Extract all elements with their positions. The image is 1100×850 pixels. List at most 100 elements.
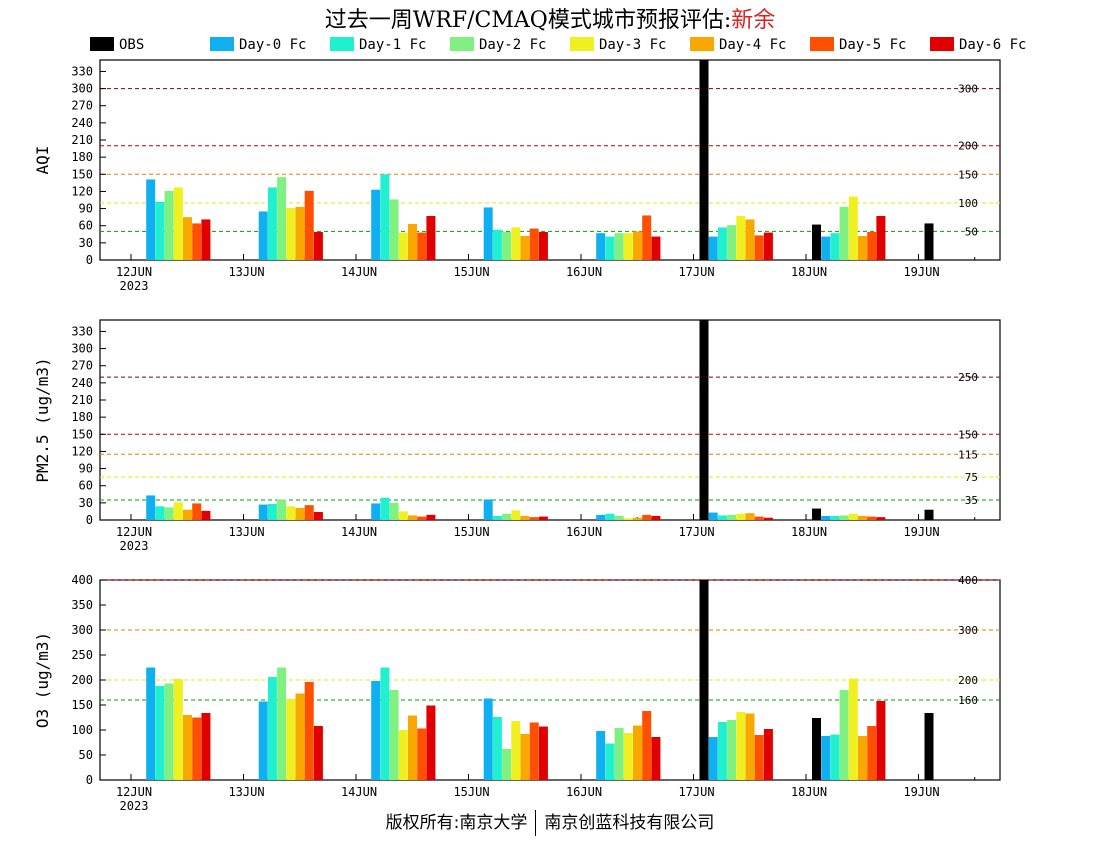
- bar-day-4-fc-6: [858, 236, 867, 260]
- bar-day-5-fc-2: [417, 232, 427, 260]
- bar-day-2-fc-2: [389, 502, 399, 520]
- bar-day-3-fc-6: [848, 678, 858, 780]
- y-tick-label-2: 60: [79, 479, 93, 493]
- bar-day-0-fc-4: [596, 514, 606, 520]
- x-tick-label-0: 12JUN: [116, 265, 152, 279]
- bar-day-5-fc-6: [867, 232, 877, 260]
- reference-label-0: 50: [965, 225, 978, 238]
- reference-label-1: 200: [958, 674, 978, 687]
- bar-day-6-fc-5: [763, 517, 773, 520]
- bar-day-0-fc-5: [708, 737, 718, 780]
- bar-obs-6: [812, 718, 821, 780]
- legend-swatch-0: [90, 37, 114, 51]
- bar-day-5-fc-0: [192, 503, 202, 520]
- bar-day-5-fc-2: [417, 728, 427, 780]
- bar-day-3-fc-3: [511, 510, 521, 520]
- bar-day-6-fc-0: [201, 713, 211, 780]
- bar-day-1-fc-2: [380, 667, 390, 780]
- y-tick-label-3: 150: [71, 698, 93, 712]
- bar-day-2-fc-2: [389, 199, 399, 260]
- bar-obs-7: [924, 223, 934, 260]
- bar-day-0-fc-0: [146, 495, 156, 520]
- bar-day-4-fc-6: [858, 516, 867, 520]
- bar-day-5-fc-3: [529, 228, 539, 260]
- bar-day-2-fc-4: [614, 728, 624, 780]
- bar-day-4-fc-1: [295, 508, 305, 520]
- bar-day-1-fc-4: [605, 236, 615, 260]
- bar-day-2-fc-3: [502, 513, 512, 520]
- bar-day-6-fc-2: [426, 514, 436, 520]
- bar-day-6-fc-2: [426, 705, 436, 780]
- bar-day-5-fc-6: [867, 726, 877, 780]
- bar-day-2-fc-0: [164, 683, 174, 780]
- aqi-panel: 50 100 150 200 300 0 30 60 90 120 150 180 210 240 270 3…: [33, 59, 1001, 293]
- legend-swatch-7: [930, 37, 954, 51]
- legend-label-0: OBS: [119, 37, 144, 53]
- bar-day-4-fc-1: [295, 206, 305, 260]
- bar-day-6-fc-2: [426, 216, 436, 260]
- bar-day-1-fc-5: [717, 515, 727, 520]
- bar-obs-7: [924, 713, 934, 780]
- bar-day-0-fc-1: [258, 504, 268, 520]
- y-tick-label-7: 350: [71, 598, 93, 612]
- bar-day-1-fc-3: [492, 717, 502, 780]
- x-tick-label-6: 18JUN: [791, 785, 827, 799]
- x-tick-label-2: 14JUN: [341, 785, 377, 799]
- bar-day-4-fc-2: [408, 224, 417, 260]
- x-tick-label-5: 17JUN: [678, 785, 714, 799]
- x-tick-label-4: 16JUN: [566, 525, 602, 539]
- bar-day-0-fc-1: [258, 211, 268, 260]
- legend-label-5: Day-4 Fc: [719, 37, 786, 53]
- y-tick-label-7: 210: [71, 133, 93, 147]
- bar-day-4-fc-2: [408, 715, 417, 780]
- bar-day-0-fc-5: [708, 512, 718, 520]
- bar-day-0-fc-0: [146, 667, 156, 780]
- bar-day-3-fc-4: [623, 733, 633, 780]
- bar-day-0-fc-2: [371, 503, 381, 520]
- y-tick-label-0: 0: [86, 773, 93, 787]
- bar-day-3-fc-5: [736, 513, 746, 520]
- bar-day-2-fc-1: [277, 177, 287, 260]
- bar-day-5-fc-6: [867, 516, 877, 520]
- bar-day-3-fc-6: [848, 513, 858, 520]
- year-label: 2023: [120, 539, 149, 553]
- y-tick-label-8: 400: [71, 573, 93, 587]
- bar-day-0-fc-4: [596, 233, 606, 260]
- reference-label-3: 200: [958, 140, 978, 153]
- bar-day-5-fc-2: [417, 516, 427, 520]
- reference-label-1: 100: [958, 197, 978, 210]
- y-tick-label-2: 60: [79, 219, 93, 233]
- bar-day-2-fc-1: [277, 499, 287, 520]
- bar-day-2-fc-1: [277, 667, 287, 780]
- bar-day-1-fc-0: [155, 686, 165, 780]
- bar-day-2-fc-0: [164, 190, 174, 260]
- bar-day-1-fc-1: [267, 504, 277, 520]
- bar-day-3-fc-2: [398, 511, 408, 520]
- y-axis-label: O3 (ug/m3): [33, 632, 52, 728]
- bar-day-0-fc-4: [596, 731, 606, 780]
- bar-day-2-fc-6: [839, 515, 849, 520]
- bar-obs-5: [699, 320, 709, 520]
- bar-day-4-fc-4: [633, 231, 642, 260]
- chart-title-text: 过去一周WRF/CMAQ模式城市预报评估:: [324, 8, 732, 33]
- bar-day-2-fc-4: [614, 233, 624, 260]
- x-tick-label-1: 13JUN: [228, 265, 264, 279]
- bar-day-4-fc-3: [520, 516, 530, 520]
- bar-day-1-fc-1: [267, 677, 277, 780]
- bar-day-4-fc-5: [745, 219, 755, 260]
- year-label: 2023: [120, 279, 149, 293]
- bar-obs-6: [812, 224, 821, 260]
- bar-day-5-fc-4: [642, 215, 652, 260]
- x-tick-label-2: 14JUN: [341, 525, 377, 539]
- legend-label-7: Day-6 Fc: [959, 37, 1026, 53]
- bar-day-3-fc-1: [286, 506, 296, 520]
- bar-day-4-fc-5: [745, 513, 755, 520]
- copyright-footer: 版权所有:南京大学 南京创蓝科技有限公司: [0, 808, 1100, 836]
- x-tick-label-0: 12JUN: [116, 785, 152, 799]
- x-tick-label-5: 17JUN: [678, 265, 714, 279]
- bar-day-3-fc-0: [173, 502, 183, 520]
- x-tick-label-3: 15JUN: [453, 265, 489, 279]
- bar-day-3-fc-2: [398, 730, 408, 780]
- copyright-right: 南京创蓝科技有限公司: [544, 813, 715, 833]
